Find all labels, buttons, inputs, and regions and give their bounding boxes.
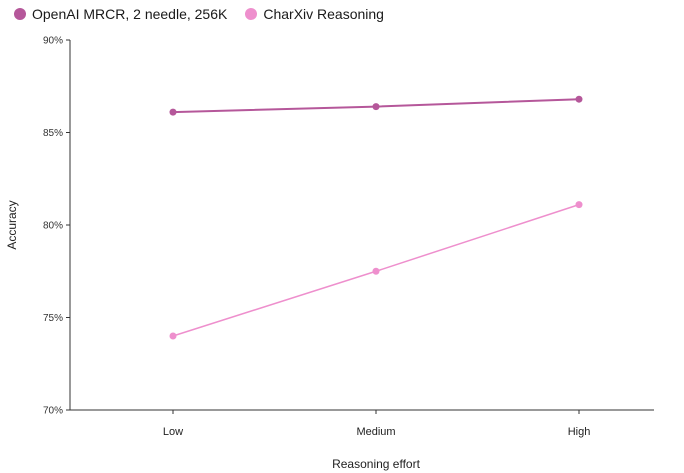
y-tick-label: 90% [43, 36, 63, 47]
x-tick-label: Medium [356, 426, 395, 438]
y-tick-label: 80% [43, 221, 63, 232]
series-2-point [575, 201, 583, 209]
series-2-point [169, 332, 177, 340]
x-tick-label: High [568, 426, 591, 438]
series-1-point [169, 108, 177, 116]
legend-item-series-1: OpenAI MRCR, 2 needle, 256K [14, 6, 227, 22]
chart-axes: 70% 75% 80% 85% 90% Low Medium High [43, 36, 654, 438]
legend-swatch-series-2 [245, 8, 258, 20]
y-axis-label: Accuracy [5, 200, 19, 249]
series-1-point [575, 95, 583, 103]
series-1-point [372, 103, 380, 111]
chart-legend: OpenAI MRCR, 2 needle, 256K CharXiv Reas… [14, 4, 384, 24]
y-tick-label: 75% [43, 313, 63, 324]
chart-series [169, 95, 583, 340]
legend-label-series-1: OpenAI MRCR, 2 needle, 256K [32, 6, 228, 22]
x-tick-label: Low [163, 426, 183, 438]
legend-label-series-2: CharXiv Reasoning [263, 6, 384, 22]
y-tick-label: 85% [43, 128, 63, 139]
legend-swatch-series-1 [14, 8, 26, 20]
legend-item-series-2: CharXiv Reasoning [245, 6, 384, 22]
x-axis-label: Reasoning effort [332, 457, 421, 471]
y-tick-label: 70% [43, 406, 63, 417]
series-2-point [372, 267, 380, 275]
